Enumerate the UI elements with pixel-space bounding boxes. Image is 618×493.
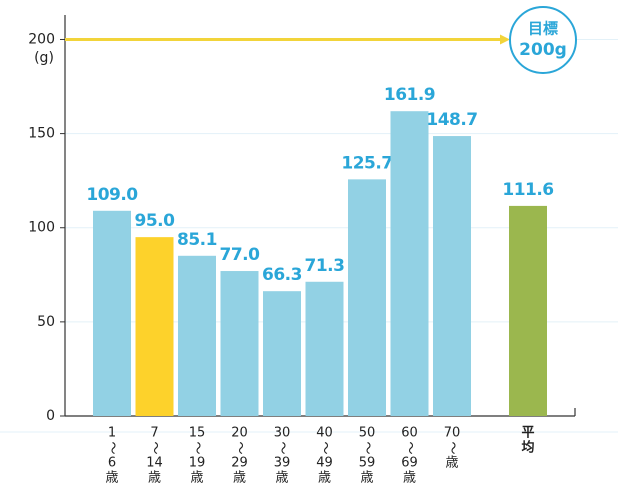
x-tick-label: 〜	[317, 441, 332, 454]
bar	[220, 271, 259, 416]
value-label: 95.0	[135, 211, 176, 231]
bar	[509, 205, 547, 416]
y-unit: (g)	[34, 50, 54, 66]
value-label: 85.1	[177, 230, 217, 250]
x-tick-label: 〜	[402, 441, 417, 454]
y-tick-label: 150	[28, 126, 55, 142]
target-label: 目標	[528, 20, 558, 38]
x-tick-label: 〜	[190, 441, 205, 454]
x-tick-label: 歳	[233, 471, 246, 486]
x-tick-label: 歳	[148, 471, 161, 486]
bar	[390, 111, 429, 417]
x-tick-label: 60	[401, 426, 418, 441]
bar	[135, 237, 174, 416]
x-tick-label: 69	[401, 456, 418, 471]
x-tick-label: 19	[189, 456, 206, 471]
x-tick-label: 均	[521, 440, 534, 456]
x-tick-label: 29	[231, 456, 248, 471]
x-tick-label: 〜	[232, 441, 247, 454]
y-tick-label: 0	[46, 408, 55, 424]
x-tick-label: 15	[189, 426, 206, 441]
value-label: 125.7	[341, 153, 392, 173]
x-tick-label: 〜	[360, 441, 375, 454]
value-label: 77.0	[220, 245, 261, 265]
target-arrow	[500, 34, 510, 45]
x-tick-label: 〜	[445, 441, 460, 454]
x-tick-label: 歳	[275, 471, 288, 486]
x-tick-label: 6	[108, 456, 116, 471]
y-tick-label: 200	[28, 31, 55, 47]
y-tick-label: 100	[28, 220, 55, 236]
target-badge	[509, 6, 577, 74]
value-label: 111.6	[502, 180, 553, 200]
x-tick-label: 平	[521, 426, 534, 441]
bar	[305, 281, 344, 416]
bar	[263, 291, 301, 416]
x-tick-label: 〜	[147, 441, 162, 454]
x-tick-label: 歳	[360, 471, 373, 486]
x-tick-label: 1	[108, 426, 116, 441]
x-tick-label: 50	[359, 426, 376, 441]
x-tick-label: 〜	[275, 441, 290, 454]
bar	[348, 179, 386, 416]
x-tick-label: 40	[316, 426, 333, 441]
bar	[178, 255, 216, 416]
value-label: 109.0	[86, 185, 138, 205]
x-tick-label: 20	[231, 426, 248, 441]
x-tick-label: 歳	[318, 471, 331, 486]
x-tick-label: 歳	[190, 471, 203, 486]
x-tick-label: 70	[444, 426, 461, 441]
value-label: 71.3	[305, 256, 345, 276]
x-tick-label: 歳	[105, 471, 118, 486]
value-label: 66.3	[262, 265, 302, 285]
x-tick-label: 59	[359, 456, 376, 471]
value-label: 148.7	[426, 110, 477, 130]
x-tick-label: 14	[146, 456, 163, 471]
x-tick-label: 49	[316, 456, 333, 471]
x-tick-label: 30	[274, 426, 291, 441]
x-tick-label: 歳	[403, 471, 416, 486]
x-tick-label: 〜	[105, 441, 120, 454]
bar	[93, 210, 131, 416]
y-tick-label: 50	[37, 314, 55, 330]
x-tick-label: 歳	[445, 456, 458, 471]
bar	[433, 136, 471, 417]
x-tick-label: 7	[150, 426, 158, 441]
value-label: 161.9	[384, 85, 435, 105]
x-tick-label: 39	[274, 456, 291, 471]
target-label: 200g	[519, 40, 567, 60]
